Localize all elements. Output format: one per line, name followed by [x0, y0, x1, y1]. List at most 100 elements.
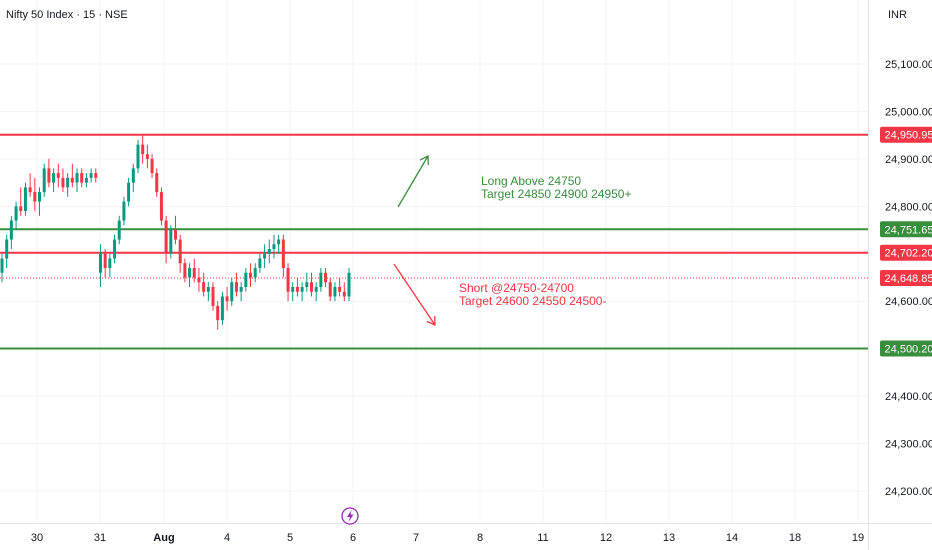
- price-tick-label: 24,600.00: [885, 296, 932, 308]
- candle-body: [324, 272, 328, 283]
- candle-body: [66, 177, 70, 188]
- candle-body: [75, 173, 79, 183]
- candle-body: [225, 296, 229, 302]
- candle-body: [33, 192, 37, 202]
- candle-body: [338, 286, 342, 292]
- price-tick-label: 24,200.00: [885, 486, 932, 498]
- level-price-label: 24,950.95: [885, 130, 932, 142]
- candle-body: [249, 272, 253, 278]
- price-tick-label: 24,900.00: [885, 154, 932, 166]
- candle-body: [234, 282, 238, 292]
- candle-body: [319, 272, 323, 287]
- time-tick-label: 13: [663, 532, 675, 544]
- candle-body: [103, 253, 107, 268]
- candle-body: [267, 249, 271, 254]
- candle-body: [216, 305, 220, 321]
- long-note-line2: Target 24850 24900 24950+: [481, 187, 631, 201]
- candle-body: [159, 192, 163, 221]
- candle-body: [113, 239, 117, 259]
- candle-body: [80, 173, 84, 183]
- candle-body: [127, 182, 131, 202]
- time-tick-label: 30: [31, 532, 43, 544]
- candle-body: [174, 230, 177, 240]
- candle-body: [328, 282, 332, 297]
- level-price-tag: [880, 126, 932, 143]
- last-price-label: 24,648.85: [885, 273, 932, 285]
- time-tick-label: Aug: [153, 532, 174, 544]
- short-note-line1: Short @24750-24700: [459, 281, 574, 295]
- candle-body: [145, 154, 149, 159]
- short-arrow[interactable]: [393, 263, 436, 326]
- candle-body: [141, 144, 145, 155]
- candle-body: [131, 168, 135, 183]
- candle-body: [277, 239, 281, 245]
- candle-body: [272, 244, 276, 250]
- candle-body: [314, 286, 318, 292]
- candle-body: [89, 173, 93, 178]
- level-price-label: 24,702.20: [885, 248, 932, 260]
- level-price-tag: [880, 340, 932, 357]
- price-tick-label: 25,100.00: [885, 59, 932, 71]
- candle-body: [220, 296, 224, 321]
- candle-body: [19, 206, 23, 212]
- time-tick-label: 12: [600, 532, 612, 544]
- candle-body: [239, 286, 243, 292]
- candle-body: [333, 286, 337, 297]
- candle-body: [5, 239, 9, 259]
- candle-body: [14, 206, 18, 221]
- last-price-tag: [880, 270, 932, 287]
- candle-body: [70, 177, 74, 183]
- lightning-icon: [347, 510, 354, 522]
- time-tick-label: 18: [789, 532, 801, 544]
- candle-body: [291, 286, 295, 292]
- price-tick-label: 24,400.00: [885, 391, 932, 403]
- candle-body: [84, 177, 88, 183]
- candle-body: [155, 173, 159, 193]
- candle-body: [0, 258, 4, 273]
- time-tick-label: 14: [726, 532, 738, 544]
- candle-body: [150, 158, 154, 174]
- candle-body: [202, 282, 206, 292]
- time-tick-label: 4: [224, 532, 230, 544]
- candle-body: [281, 239, 285, 268]
- candle-body: [244, 272, 248, 287]
- candle-body: [263, 253, 267, 259]
- candle-body: [28, 187, 32, 193]
- candle-body: [136, 144, 140, 169]
- candle-body: [211, 286, 215, 306]
- candle-body: [253, 267, 257, 278]
- currency-label: INR: [888, 9, 907, 21]
- candle-body: [347, 272, 351, 297]
- candle-body: [178, 239, 182, 264]
- price-tick-label: 24,300.00: [885, 439, 932, 451]
- candle-body: [188, 267, 192, 278]
- candle-body: [47, 168, 51, 183]
- candle-body: [192, 267, 196, 278]
- time-tick-label: 19: [852, 532, 864, 544]
- candle-body: [38, 192, 42, 202]
- price-tick-label: 24,800.00: [885, 201, 932, 213]
- candle-body: [197, 277, 201, 283]
- candle-body: [305, 282, 309, 287]
- candle-body: [94, 173, 98, 178]
- candle-body: [108, 258, 112, 268]
- time-tick-label: 11: [537, 532, 548, 544]
- short-note-line2: Target 24600 24550 24500-: [459, 294, 606, 308]
- long-arrow[interactable]: [397, 155, 429, 208]
- candle-body: [206, 286, 210, 292]
- time-tick-label: 8: [477, 532, 483, 544]
- level-price-label: 24,500.20: [885, 344, 932, 356]
- candle-body: [52, 173, 56, 183]
- candle-body: [56, 173, 60, 178]
- candle-body: [117, 220, 121, 240]
- long-arrow-head: [419, 154, 429, 166]
- candle-body: [230, 282, 234, 302]
- candle-body: [286, 267, 290, 292]
- candle-body: [23, 187, 27, 212]
- time-tick-label: 31: [94, 532, 106, 544]
- level-price-label: 24,751.65: [885, 224, 932, 236]
- price-tick-label: 25,000.00: [885, 106, 932, 118]
- candle-body: [342, 291, 346, 297]
- candle-body: [295, 286, 299, 292]
